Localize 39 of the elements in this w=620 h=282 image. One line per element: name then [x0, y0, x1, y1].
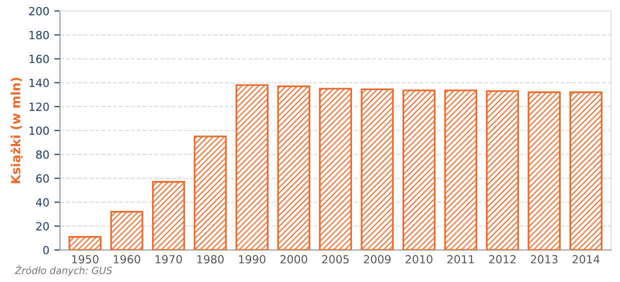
bar: [236, 84, 269, 250]
y-tick-label: 80: [36, 150, 49, 159]
x-tick-label: 1960: [114, 255, 140, 264]
x-tick-label: 2014: [572, 255, 600, 264]
bar: [68, 236, 102, 250]
y-tick-label: 200: [29, 6, 49, 16]
y-tick-label: 160: [30, 54, 49, 64]
x-tick-label: 2005: [322, 255, 349, 264]
bar: [277, 85, 310, 250]
bar: [152, 181, 186, 250]
x-tick-label: 2013: [530, 255, 558, 264]
y-tick-label: 120: [30, 102, 49, 111]
y-axis-title: Książki (w mln): [10, 78, 23, 184]
bar: [528, 91, 561, 250]
y-tick-label: 40: [36, 198, 49, 207]
y-tick-label: 100: [30, 126, 49, 135]
bar: [360, 88, 394, 250]
x-tick-label: 2010: [406, 255, 432, 264]
x-tick-label: 1980: [197, 255, 224, 264]
text: Źródło danych: GUS: [14, 265, 112, 276]
x-tick-label: 2009: [364, 255, 391, 264]
x-tick-label: 1970: [156, 255, 182, 264]
y-tick-label: 180: [30, 30, 49, 40]
y-tick-label: 20: [36, 222, 49, 230]
x-tick-label: 1950: [72, 255, 98, 264]
y-tick-label: 0: [43, 246, 49, 254]
bar: [402, 90, 436, 250]
x-tick-label: 2000: [280, 255, 308, 264]
bar: [444, 90, 478, 250]
bar: [194, 136, 227, 250]
x-tick-label: 2011: [447, 255, 474, 264]
y-tick-label: 60: [36, 174, 49, 183]
bar: [486, 90, 519, 250]
bar: [110, 210, 144, 250]
x-tick-label: 2012: [489, 255, 516, 264]
bar: [569, 91, 602, 250]
x-tick-label: 1990: [239, 255, 266, 264]
y-tick-label: 140: [30, 78, 49, 88]
bar: [319, 88, 352, 250]
